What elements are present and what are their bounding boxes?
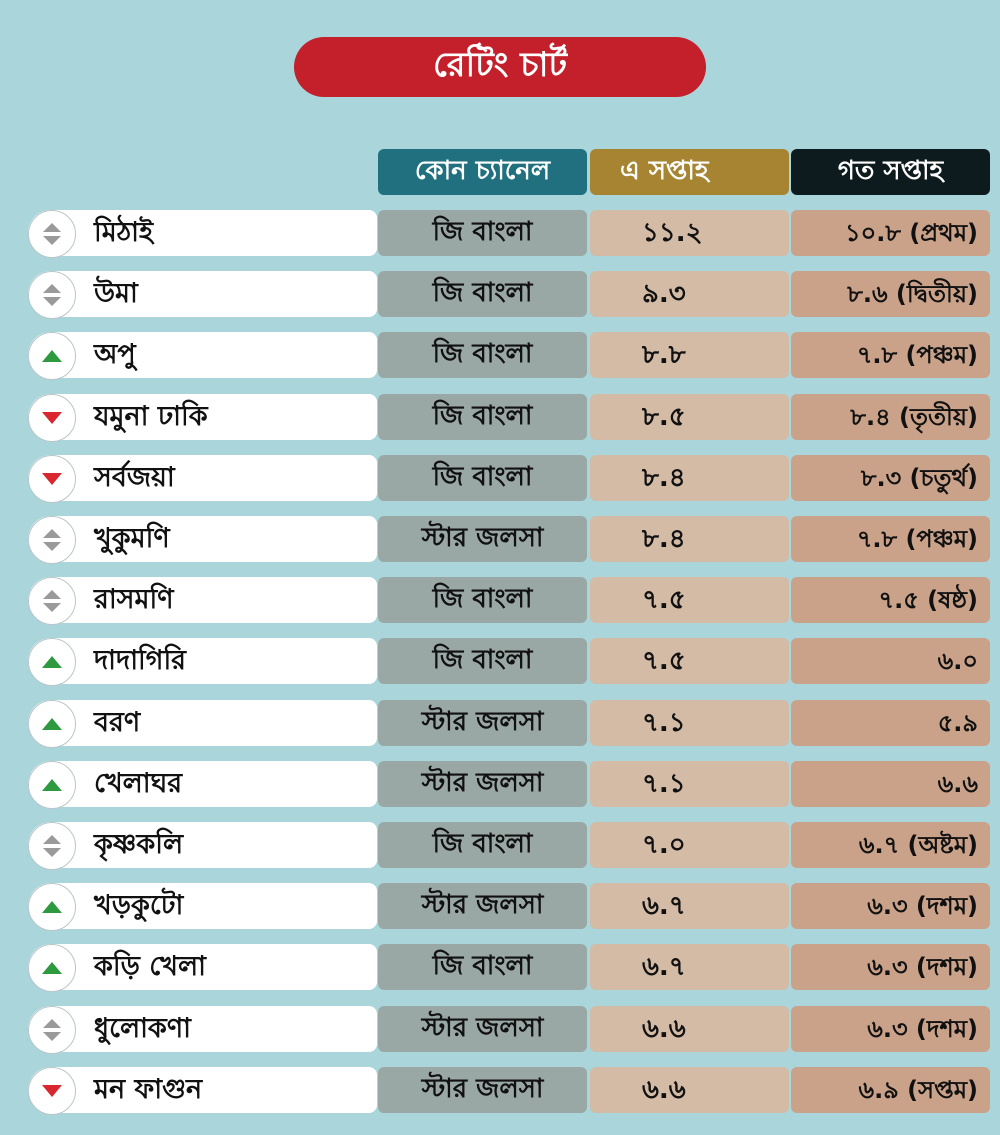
last-week-cell: ৬.৬ <box>791 761 990 807</box>
channel-cell: জি বাংলা <box>378 271 587 317</box>
show-name-cell: কড়ি খেলা <box>28 944 377 992</box>
show-name-cell: রাসমণি <box>28 577 377 625</box>
trend-same-icon <box>28 1006 76 1054</box>
this-week-cell: ৬.৭ <box>590 944 789 990</box>
channel-cell: জি বাংলা <box>378 822 587 868</box>
last-week-cell: ১০.৮ (প্রথম) <box>791 210 990 256</box>
this-week-cell: ৮.৪ <box>590 455 789 501</box>
channel-cell: জি বাংলা <box>378 210 587 256</box>
show-name: খেলাঘর <box>94 768 183 799</box>
chart-title: রেটিং চার্ট <box>294 37 706 97</box>
trend-down-icon <box>28 394 76 442</box>
channel-cell: স্টার জলসা <box>378 516 587 562</box>
show-name: খড়কুটো <box>94 890 184 921</box>
trend-up-icon <box>28 883 76 931</box>
show-name: মিঠাই <box>94 217 154 248</box>
channel-cell: জি বাংলা <box>378 577 587 623</box>
header-this-week: এ সপ্তাহ <box>590 149 789 195</box>
last-week-cell: ৬.৩ (দশম) <box>791 944 990 990</box>
last-week-cell: ৭.৮ (পঞ্চম) <box>791 516 990 562</box>
last-week-cell: ৬.৩ (দশম) <box>791 1006 990 1052</box>
this-week-cell: ৮.৮ <box>590 332 789 378</box>
last-week-cell: ৬.৯ (সপ্তম) <box>791 1067 990 1113</box>
show-name: দাদাগিরি <box>94 645 187 676</box>
last-week-cell: ৮.৪ (তৃতীয়) <box>791 394 990 440</box>
channel-cell: স্টার জলসা <box>378 1006 587 1052</box>
show-name-cell: দাদাগিরি <box>28 638 377 686</box>
show-name-cell: সর্বজয়া <box>28 455 377 503</box>
channel-cell: জি বাংলা <box>378 455 587 501</box>
this-week-cell: ৬.৬ <box>590 1006 789 1052</box>
trend-up-icon <box>28 332 76 380</box>
show-name: বরণ <box>94 707 141 738</box>
show-name-cell: কৃষ্ণকলি <box>28 822 377 870</box>
trend-same-icon <box>28 271 76 319</box>
channel-cell: স্টার জলসা <box>378 700 587 746</box>
this-week-cell: ৮.৪ <box>590 516 789 562</box>
this-week-cell: ৯.৩ <box>590 271 789 317</box>
this-week-cell: ১১.২ <box>590 210 789 256</box>
last-week-cell: ৮.৬ (দ্বিতীয়) <box>791 271 990 317</box>
show-name-cell: বরণ <box>28 700 377 748</box>
show-name: অপু <box>94 339 136 370</box>
this-week-cell: ৭.০ <box>590 822 789 868</box>
trend-up-icon <box>28 944 76 992</box>
this-week-cell: ৭.১ <box>590 761 789 807</box>
show-name-cell: খুকুমণি <box>28 516 377 564</box>
trend-up-icon <box>28 700 76 748</box>
trend-same-icon <box>28 822 76 870</box>
channel-cell: জি বাংলা <box>378 638 587 684</box>
trend-down-icon <box>28 1067 76 1115</box>
this-week-cell: ৭.১ <box>590 700 789 746</box>
show-name-cell: অপু <box>28 332 377 380</box>
show-name: যমুনা ঢাকি <box>94 401 208 432</box>
this-week-cell: ৭.৫ <box>590 638 789 684</box>
this-week-cell: ৬.৭ <box>590 883 789 929</box>
show-name-cell: খেলাঘর <box>28 761 377 809</box>
show-name-cell: উমা <box>28 271 377 319</box>
show-name: উমা <box>94 278 138 309</box>
show-name: রাসমণি <box>94 584 174 615</box>
show-name: ধুলোকণা <box>94 1013 191 1044</box>
this-week-cell: ৭.৫ <box>590 577 789 623</box>
header-last-week: গত সপ্তাহ <box>791 149 990 195</box>
channel-cell: জি বাংলা <box>378 394 587 440</box>
show-name-cell: মিঠাই <box>28 210 377 258</box>
trend-up-icon <box>28 638 76 686</box>
this-week-cell: ৬.৬ <box>590 1067 789 1113</box>
show-name: কড়ি খেলা <box>94 951 206 982</box>
show-name: কৃষ্ণকলি <box>94 829 184 860</box>
trend-same-icon <box>28 577 76 625</box>
show-name: মন ফাগুন <box>94 1074 203 1105</box>
trend-same-icon <box>28 516 76 564</box>
header-channel: কোন চ্যানেল <box>378 149 587 195</box>
last-week-cell: ৭.৮ (পঞ্চম) <box>791 332 990 378</box>
channel-cell: জি বাংলা <box>378 944 587 990</box>
channel-cell: জি বাংলা <box>378 332 587 378</box>
show-name-cell: যমুনা ঢাকি <box>28 394 377 442</box>
show-name-cell: মন ফাগুন <box>28 1067 377 1115</box>
last-week-cell: ৮.৩ (চতুর্থ) <box>791 455 990 501</box>
channel-cell: স্টার জলসা <box>378 761 587 807</box>
this-week-cell: ৮.৫ <box>590 394 789 440</box>
show-name: সর্বজয়া <box>94 462 175 493</box>
last-week-cell: ৬.৭ (অষ্টম) <box>791 822 990 868</box>
show-name-cell: ধুলোকণা <box>28 1006 377 1054</box>
trend-same-icon <box>28 210 76 258</box>
last-week-cell: ৬.০ <box>791 638 990 684</box>
last-week-cell: ৫.৯ <box>791 700 990 746</box>
last-week-cell: ৬.৩ (দশম) <box>791 883 990 929</box>
channel-cell: স্টার জলসা <box>378 1067 587 1113</box>
show-name: খুকুমণি <box>94 523 170 554</box>
show-name-cell: খড়কুটো <box>28 883 377 931</box>
channel-cell: স্টার জলসা <box>378 883 587 929</box>
last-week-cell: ৭.৫ (ষষ্ঠ) <box>791 577 990 623</box>
trend-down-icon <box>28 455 76 503</box>
trend-up-icon <box>28 761 76 809</box>
